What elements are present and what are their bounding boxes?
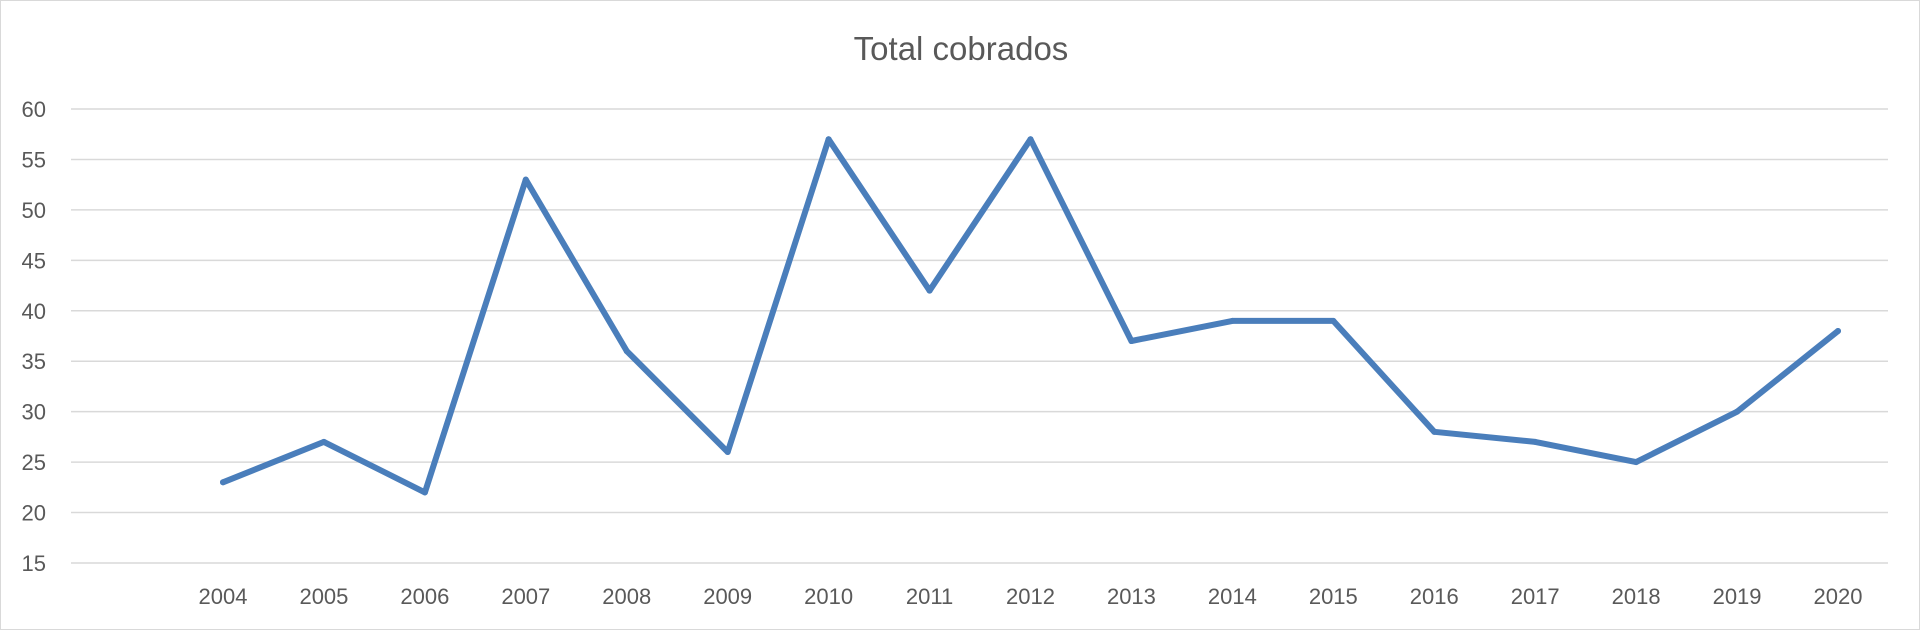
x-tick-label: 2011 xyxy=(906,584,953,609)
x-tick-label: 2009 xyxy=(703,584,752,609)
x-tick-label: 2017 xyxy=(1511,584,1560,609)
x-tick-label: 2005 xyxy=(299,584,348,609)
y-tick-label: 20 xyxy=(22,501,46,526)
data-point xyxy=(1734,408,1741,415)
data-point xyxy=(1330,317,1337,324)
y-tick-label: 60 xyxy=(22,97,46,122)
series-line-0 xyxy=(220,136,1841,496)
data-point xyxy=(825,136,832,143)
x-tick-label: 2014 xyxy=(1208,584,1257,609)
x-tick-label: 2018 xyxy=(1612,584,1661,609)
data-point xyxy=(926,287,933,294)
data-point xyxy=(320,438,327,445)
data-point xyxy=(1027,136,1034,143)
gridlines xyxy=(71,108,1888,564)
y-tick-label: 40 xyxy=(22,299,46,324)
data-point xyxy=(1128,338,1135,345)
data-point xyxy=(1229,317,1236,324)
y-tick-label: 30 xyxy=(22,400,46,425)
data-point xyxy=(1532,438,1539,445)
y-tick-label: 50 xyxy=(22,198,46,223)
x-tick-label: 2012 xyxy=(1006,584,1055,609)
data-point xyxy=(220,479,226,486)
y-axis: 15 20 25 30 35 40 45 50 55 60 xyxy=(22,97,46,576)
data-point xyxy=(1431,428,1438,435)
data-point xyxy=(1633,459,1640,466)
x-tick-label: 2020 xyxy=(1814,584,1863,609)
data-point xyxy=(724,449,731,456)
data-point xyxy=(421,489,428,496)
x-tick-label: 2013 xyxy=(1107,584,1156,609)
x-axis: 2004 2005 2006 2007 2008 2009 2010 2011 2012 2013… xyxy=(199,584,1863,609)
x-tick-label: 2016 xyxy=(1410,584,1459,609)
y-tick-label: 55 xyxy=(22,147,46,172)
x-tick-label: 2006 xyxy=(400,584,449,609)
x-tick-label: 2015 xyxy=(1309,584,1358,609)
data-point xyxy=(623,348,630,355)
y-tick-label: 25 xyxy=(22,450,46,475)
x-tick-label: 2019 xyxy=(1713,584,1762,609)
series-group xyxy=(220,136,1841,496)
y-tick-label: 15 xyxy=(22,551,46,576)
y-tick-label: 45 xyxy=(22,248,46,273)
x-tick-label: 2010 xyxy=(804,584,853,609)
x-tick-label: 2008 xyxy=(602,584,651,609)
x-tick-label: 2007 xyxy=(501,584,550,609)
chart-title: Total cobrados xyxy=(854,30,1069,67)
y-tick-label: 35 xyxy=(22,349,46,374)
data-point xyxy=(1835,327,1841,334)
data-point xyxy=(522,176,529,183)
x-tick-label: 2004 xyxy=(199,584,248,609)
